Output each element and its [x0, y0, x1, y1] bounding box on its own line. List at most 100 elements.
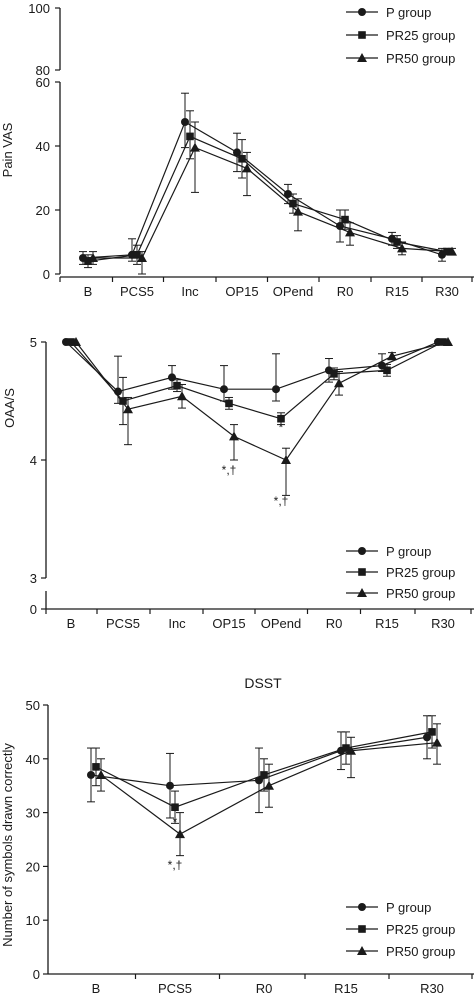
data-point — [439, 338, 447, 346]
series-2 — [92, 715, 436, 824]
y-tick-label: 0 — [43, 267, 50, 282]
legend-marker — [358, 925, 366, 933]
legend-label: P group — [386, 5, 431, 20]
legend-label: PR50 group — [386, 944, 455, 959]
series-2 — [67, 338, 447, 426]
x-tick-label: B — [67, 616, 76, 631]
data-point — [229, 431, 239, 441]
data-point — [177, 391, 187, 401]
x-tick-label: OP15 — [212, 616, 245, 631]
data-point — [393, 238, 401, 246]
y-tick-label: 0 — [30, 602, 37, 617]
data-point — [260, 771, 268, 779]
data-point — [428, 728, 436, 736]
data-point — [293, 206, 303, 216]
y-tick-label: 20 — [26, 859, 40, 874]
data-point — [289, 199, 297, 208]
data-point — [84, 257, 92, 265]
series-line — [93, 146, 453, 259]
data-point — [334, 378, 344, 388]
data-point — [233, 148, 241, 157]
data-point — [186, 132, 194, 141]
series-line — [70, 341, 444, 420]
data-point — [220, 385, 228, 394]
series-line — [87, 135, 448, 262]
series-3 — [96, 723, 442, 857]
y-tick-label: 100 — [28, 1, 50, 16]
x-tick-label: PCS5 — [106, 616, 140, 631]
data-point — [238, 155, 246, 163]
data-point — [123, 404, 133, 414]
legend-label: PR50 group — [386, 51, 455, 66]
x-tick-label: PCS5 — [120, 284, 154, 299]
significance-label: * — [173, 815, 178, 829]
y-tick-label: 40 — [36, 139, 50, 154]
legend-marker — [358, 547, 366, 555]
significance-label: *,† — [168, 858, 183, 872]
data-point — [181, 118, 189, 126]
y-tick-label: 80 — [36, 63, 50, 78]
data-point — [119, 397, 127, 405]
x-tick-label: Inc — [168, 616, 186, 631]
series-1 — [79, 92, 446, 265]
y-tick-label: 30 — [26, 806, 40, 821]
data-point — [242, 163, 252, 173]
x-tick-label: R15 — [375, 616, 399, 631]
legend-marker — [358, 903, 366, 911]
data-point — [443, 337, 453, 346]
data-point — [71, 337, 81, 346]
significance-label: * — [279, 421, 284, 435]
data-point — [284, 190, 292, 198]
data-point — [277, 414, 285, 423]
legend-label: P group — [386, 900, 431, 915]
chart-title: DSST — [244, 675, 282, 691]
significance-label: *,† — [274, 494, 289, 508]
data-point — [330, 370, 338, 378]
data-point — [173, 381, 181, 390]
legend-marker — [357, 946, 367, 955]
x-tick-label: OP15 — [225, 284, 258, 299]
legend-label: PR50 group — [386, 586, 455, 601]
data-point — [67, 338, 75, 346]
x-tick-label: R15 — [385, 284, 409, 299]
x-tick-label: R30 — [435, 284, 459, 299]
data-point — [92, 763, 100, 771]
data-point — [346, 745, 356, 755]
data-point — [432, 737, 442, 747]
x-tick-label: B — [84, 284, 93, 299]
data-point — [341, 215, 349, 224]
x-tick-label: R30 — [420, 981, 444, 996]
data-point — [397, 243, 407, 253]
x-tick-label: R30 — [431, 616, 455, 631]
significance-label: *,† — [222, 463, 237, 477]
legend-marker — [358, 8, 366, 16]
data-point — [383, 366, 391, 375]
legend-label: PR25 group — [386, 565, 455, 580]
y-tick-label: 40 — [26, 752, 40, 767]
x-tick-label: R0 — [256, 981, 273, 996]
data-point — [175, 829, 185, 839]
y-tick-label: 5 — [30, 335, 37, 350]
y-tick-label: 10 — [26, 913, 40, 928]
series-3 — [71, 337, 453, 496]
data-point — [190, 142, 200, 152]
data-point — [264, 780, 274, 790]
y-tick-label: 4 — [30, 453, 37, 468]
data-point — [342, 744, 350, 752]
y-axis-label: Pain VAS — [0, 122, 15, 177]
data-point — [171, 803, 179, 812]
data-point — [281, 455, 291, 464]
x-tick-label: R15 — [334, 981, 358, 996]
x-tick-label: OPend — [273, 284, 313, 299]
legend-label: PR25 group — [386, 922, 455, 937]
series-2 — [84, 110, 451, 269]
y-tick-label: 3 — [30, 571, 37, 586]
legend-label: PR25 group — [386, 28, 455, 43]
data-point — [447, 246, 457, 256]
data-point — [137, 253, 147, 262]
data-point — [387, 351, 397, 361]
legend-marker — [358, 568, 366, 576]
x-tick-label: OPend — [261, 616, 301, 631]
y-tick-label: 50 — [26, 698, 40, 713]
